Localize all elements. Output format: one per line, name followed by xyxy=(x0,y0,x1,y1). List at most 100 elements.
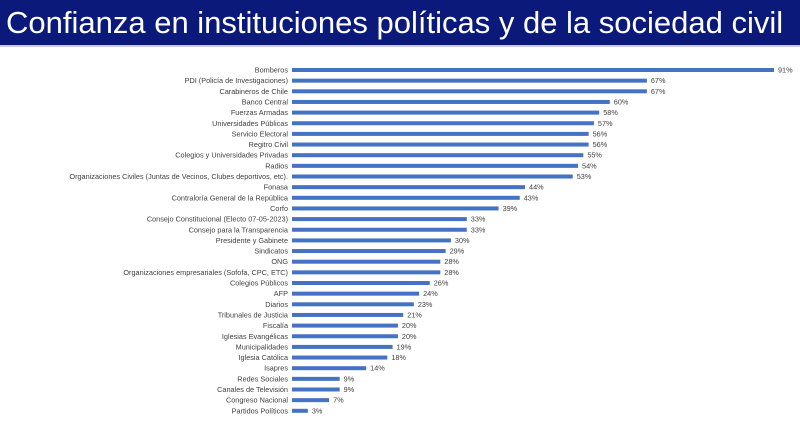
category-label: Tribunales de Justicia xyxy=(218,310,289,319)
category-label: PDI (Policía de Investigaciones) xyxy=(185,76,288,85)
bar xyxy=(292,355,388,360)
value-label: 67% xyxy=(651,76,666,85)
category-label: Diarios xyxy=(265,300,288,309)
value-label: 33% xyxy=(471,225,486,234)
bar xyxy=(292,334,398,339)
value-label: 33% xyxy=(471,215,486,224)
bar xyxy=(292,163,579,168)
category-label: Sindicatos xyxy=(254,247,288,256)
value-label: 55% xyxy=(587,151,602,160)
bar xyxy=(292,174,573,179)
category-label: Fiscalía xyxy=(263,321,289,330)
category-label: Fonasa xyxy=(264,183,289,192)
category-label: AFP xyxy=(274,289,288,298)
bar xyxy=(292,206,499,211)
category-label: Carabineros de Chile xyxy=(219,87,288,96)
value-label: 28% xyxy=(444,257,459,266)
bar xyxy=(292,153,584,158)
bar xyxy=(292,398,330,403)
category-label: Contraloría General de la República xyxy=(172,193,289,202)
category-label: Iglesias Evangélicas xyxy=(222,332,288,341)
bar xyxy=(292,68,774,72)
bar xyxy=(292,142,589,147)
category-label: Corfo xyxy=(270,204,288,213)
category-label: Radios xyxy=(265,161,288,170)
value-label: 56% xyxy=(593,140,608,149)
bar xyxy=(292,195,520,200)
category-label: Congreso Nacional xyxy=(226,396,288,405)
page-title: Confianza en instituciones políticas y d… xyxy=(6,5,784,40)
value-label: 44% xyxy=(529,183,544,192)
value-label: 58% xyxy=(603,108,618,117)
bar xyxy=(292,323,398,328)
value-label: 60% xyxy=(614,97,629,106)
bar xyxy=(292,89,647,94)
bar xyxy=(292,121,594,126)
value-label: 14% xyxy=(370,364,385,373)
category-label: Regitro Civil xyxy=(249,140,289,149)
value-label: 18% xyxy=(391,353,406,362)
value-label: 20% xyxy=(402,332,417,341)
value-label: 91% xyxy=(778,66,793,75)
category-label: Colegios y Universidades Privadas xyxy=(175,151,288,160)
bar xyxy=(292,281,430,285)
category-label: Isapres xyxy=(264,364,288,373)
bar xyxy=(292,78,647,83)
value-label: 39% xyxy=(503,204,518,213)
bar xyxy=(292,270,441,275)
category-label: Universidades Públicas xyxy=(212,119,288,128)
value-label: 56% xyxy=(593,129,608,138)
bar xyxy=(292,387,340,392)
bar xyxy=(292,249,446,254)
value-label: 53% xyxy=(577,172,592,181)
bar xyxy=(292,312,404,317)
category-label: Servicio Electoral xyxy=(232,129,289,138)
category-label: Organizaciones Civiles (Juntas de Vecino… xyxy=(69,172,288,181)
title-bar: Confianza en instituciones políticas y d… xyxy=(0,0,800,47)
value-label: 20% xyxy=(402,321,417,330)
category-label: ONG xyxy=(271,257,288,266)
value-label: 9% xyxy=(344,374,355,383)
bar xyxy=(292,131,589,136)
bar xyxy=(292,376,340,381)
bar xyxy=(292,259,441,264)
category-label: Fuerzas Armadas xyxy=(231,108,289,117)
value-label: 23% xyxy=(418,300,433,309)
bar xyxy=(292,344,393,349)
value-label: 28% xyxy=(444,268,459,277)
category-label: Colegios Públicos xyxy=(230,279,288,288)
bar xyxy=(292,302,414,307)
category-label: Consejo Constitucional (Electo 07-05-202… xyxy=(147,215,288,224)
category-label: Redes Sociales xyxy=(237,374,288,383)
value-label: 21% xyxy=(407,310,422,319)
bar xyxy=(292,366,367,371)
category-label: Partidos Políticos xyxy=(232,406,289,415)
value-label: 43% xyxy=(524,193,539,202)
category-label: Consejo para la Transparencia xyxy=(189,225,289,234)
bar xyxy=(292,110,600,115)
value-label: 54% xyxy=(582,161,597,170)
value-label: 19% xyxy=(397,342,412,351)
bar xyxy=(292,185,526,190)
bar xyxy=(292,99,610,104)
category-label: Municipalidades xyxy=(236,342,289,351)
value-label: 9% xyxy=(344,385,355,394)
value-label: 57% xyxy=(598,119,613,128)
category-label: Banco Central xyxy=(242,97,289,106)
category-label: Canales de Televisión xyxy=(217,385,288,394)
value-label: 67% xyxy=(651,87,666,96)
bar xyxy=(292,408,308,413)
bar xyxy=(292,291,420,296)
bar xyxy=(292,227,467,232)
value-label: 30% xyxy=(455,236,470,245)
category-label: Organizaciones empresariales (Sofofa, CP… xyxy=(123,268,288,277)
bar xyxy=(292,238,451,243)
category-label: Iglesia Católica xyxy=(239,353,289,362)
category-label: Bomberos xyxy=(255,66,289,75)
value-label: 3% xyxy=(312,406,323,415)
bar xyxy=(292,217,467,222)
value-label: 26% xyxy=(434,279,449,288)
value-label: 29% xyxy=(450,247,465,256)
category-label: Presidente y Gabinete xyxy=(216,236,288,245)
